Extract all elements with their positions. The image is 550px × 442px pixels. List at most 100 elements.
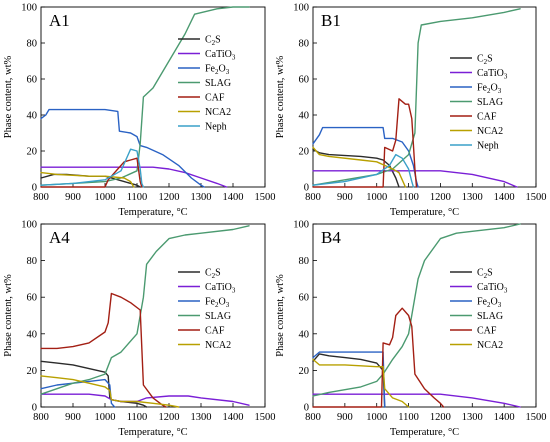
x-tick-label: 1000: [95, 412, 116, 423]
legend-label-fe2o3: Fe2O3: [477, 83, 502, 96]
panel-label: A1: [49, 11, 70, 30]
series-line-nca2: [40, 171, 135, 188]
series-line-fe2o3: [40, 378, 116, 408]
x-tick-label: 1400: [494, 192, 515, 203]
legend-label-nca2: NCA2: [205, 107, 231, 118]
legend-label-caf: CAF: [477, 326, 497, 337]
y-tick-label: 80: [27, 39, 38, 50]
x-axis-title: Temperature, °C: [118, 427, 187, 438]
x-tick-label: 900: [337, 192, 353, 203]
series-line-caf: [312, 307, 445, 408]
legend-label-caf: CAF: [205, 93, 225, 104]
x-tick-label: 800: [33, 192, 49, 203]
series-line-fe2o3: [312, 351, 386, 408]
y-tick-label: 100: [293, 3, 309, 14]
y-axis-title: Phase content, wt%: [3, 274, 14, 357]
y-tick-label: 100: [21, 220, 37, 231]
x-axis-title: Temperature, °C: [390, 207, 459, 218]
x-tick-label: 1400: [223, 412, 244, 423]
series-line-slag: [312, 223, 521, 397]
x-tick-label: 900: [65, 192, 81, 203]
legend-label-slag: SLAG: [205, 78, 231, 89]
series-line-catio3: [312, 170, 518, 188]
y-tick-label: 100: [293, 220, 309, 231]
plot-frame: [312, 223, 537, 408]
series-line-caf: [312, 98, 418, 188]
y-tick-label: 60: [27, 75, 38, 86]
plot-frame: [40, 6, 266, 188]
legend-label-catio3: CaTiO3: [477, 68, 508, 81]
x-tick-label: 800: [305, 192, 321, 203]
x-tick-label: 1300: [191, 412, 212, 423]
plot-frame: [40, 223, 266, 408]
y-tick-label: 80: [27, 256, 38, 267]
x-tick-label: 1300: [191, 192, 212, 203]
y-tick-label: 20: [299, 147, 310, 158]
legend-label-slag: SLAG: [205, 311, 231, 322]
series-line-c2s: [312, 148, 400, 188]
series-line-nca2: [312, 146, 407, 188]
legend-label-fe2o3: Fe2O3: [205, 64, 230, 77]
y-tick-label: 80: [299, 39, 310, 50]
x-tick-label: 1500: [526, 412, 547, 423]
legend-label-slag: SLAG: [477, 97, 503, 108]
y-axis-title: Phase content, wt%: [3, 55, 14, 138]
series-line-catio3: [312, 393, 521, 408]
y-tick-label: 100: [21, 3, 37, 14]
x-tick-label: 1400: [223, 192, 244, 203]
series-line-nca2: [312, 358, 410, 408]
x-tick-label: 1500: [255, 192, 276, 203]
series-line-catio3: [40, 393, 250, 406]
legend-label-c2s: C2S: [477, 54, 493, 67]
panel-a4: 800 900 1000 1100 1200 1300 1400 1500 0 20 40 60 80 1…: [3, 220, 276, 439]
x-tick-label: 1200: [159, 412, 180, 423]
x-tick-label: 1300: [462, 412, 483, 423]
y-tick-label: 40: [27, 111, 38, 122]
series-line-caf: [40, 157, 143, 188]
legend-label-fe2o3: Fe2O3: [477, 297, 502, 310]
y-tick-label: 0: [32, 183, 37, 194]
legend-label-nca2: NCA2: [477, 340, 503, 351]
x-tick-label: 1200: [159, 192, 180, 203]
plot-frame: [312, 6, 537, 188]
x-tick-label: 1300: [462, 192, 483, 203]
series-line-neph: [40, 148, 145, 188]
legend-label-neph: Neph: [477, 141, 499, 152]
series-line-slag: [40, 225, 250, 395]
x-tick-label: 1400: [494, 412, 515, 423]
panel-label: B1: [321, 11, 341, 30]
y-axis-title: Phase content, wt%: [275, 274, 286, 357]
y-tick-label: 40: [299, 329, 310, 340]
y-tick-label: 60: [299, 75, 310, 86]
legend-label-caf: CAF: [205, 326, 225, 337]
x-tick-label: 900: [65, 412, 81, 423]
legend-label-slag: SLAG: [477, 311, 503, 322]
series-line-fe2o3: [312, 126, 419, 188]
x-tick-label: 1000: [366, 192, 387, 203]
series-line-nca2: [40, 375, 180, 408]
panel-a1: 800 900 1000 1100 1200 1300 1400 1500 0 20 40 60 80 1…: [3, 3, 276, 219]
series-line-fe2o3: [40, 108, 205, 188]
y-tick-label: 40: [299, 111, 310, 122]
x-tick-label: 1100: [398, 412, 419, 423]
legend-label-c2s: C2S: [205, 35, 221, 48]
y-tick-label: 20: [27, 366, 38, 377]
x-tick-label: 1100: [127, 412, 148, 423]
x-tick-label: 1000: [95, 192, 116, 203]
legend-label-catio3: CaTiO3: [205, 49, 236, 62]
y-tick-label: 60: [27, 293, 38, 304]
x-axis-title: Temperature, °C: [390, 427, 459, 438]
x-tick-label: 1100: [398, 192, 419, 203]
series-line-catio3: [40, 166, 228, 188]
series-line-c2s: [312, 353, 386, 408]
y-tick-label: 40: [27, 329, 38, 340]
y-tick-label: 60: [299, 293, 310, 304]
y-axis-title: Phase content, wt%: [275, 55, 286, 138]
legend-label-fe2o3: Fe2O3: [205, 297, 230, 310]
legend-label-c2s: C2S: [205, 268, 221, 281]
legend-label-nca2: NCA2: [205, 340, 231, 351]
legend-label-nca2: NCA2: [477, 126, 503, 137]
